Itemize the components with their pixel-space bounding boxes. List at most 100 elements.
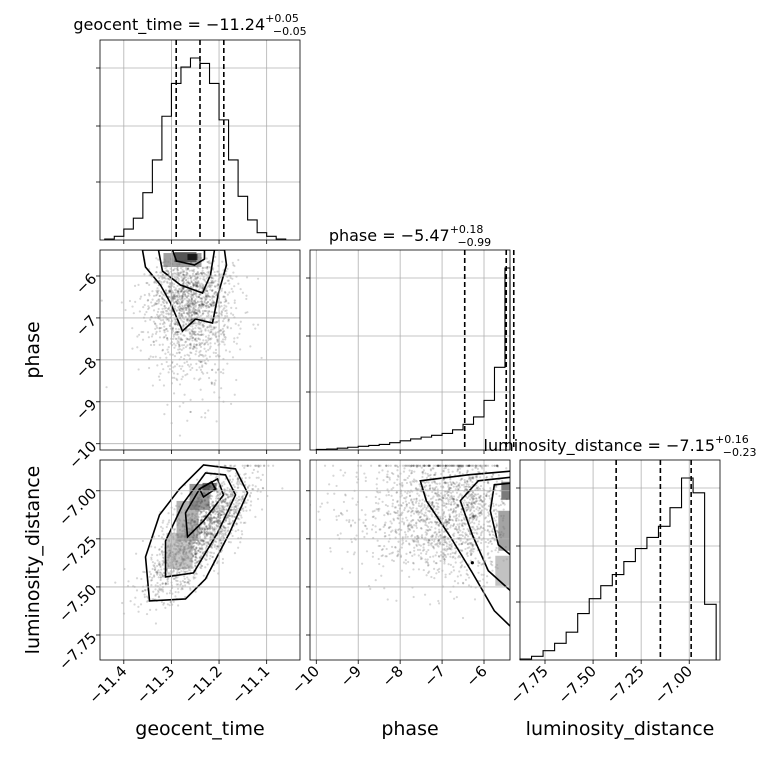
scatter-point (465, 510, 468, 513)
scatter-point (433, 487, 437, 490)
scatter-point (172, 268, 175, 272)
scatter-point (378, 528, 381, 531)
scatter-point (444, 464, 448, 467)
scatter-point (200, 286, 204, 289)
scatter-point (201, 301, 204, 304)
scatter-point (181, 288, 184, 291)
scatter-point (200, 304, 204, 307)
scatter-point (194, 313, 197, 316)
scatter-point (203, 531, 206, 534)
scatter-point (190, 318, 193, 322)
scatter-point (210, 545, 213, 548)
scatter-point (202, 333, 205, 336)
scatter-point (220, 312, 223, 316)
scatter-point (182, 320, 186, 324)
scatter-point (192, 290, 196, 293)
scatter-point (210, 279, 213, 282)
scatter-point (495, 515, 498, 518)
scatter-point (175, 300, 178, 304)
scatter-point (434, 561, 437, 565)
scatter-point (456, 470, 459, 473)
scatter-point (344, 494, 347, 497)
scatter-point (174, 344, 177, 347)
scatter-point (425, 550, 428, 553)
scatter-point (455, 503, 458, 506)
scatter-point (481, 500, 484, 503)
scatter-point (151, 567, 154, 571)
scatter-point (207, 532, 211, 536)
scatter-point (183, 577, 186, 580)
scatter-point (396, 509, 399, 513)
scatter-point (236, 336, 239, 339)
scatter-point (211, 534, 214, 537)
scatter-point (188, 328, 191, 331)
scatter-point (188, 289, 191, 293)
scatter-point (484, 540, 487, 544)
scatter-point (195, 285, 198, 288)
scatter-point (471, 511, 474, 515)
scatter-point (346, 550, 349, 553)
scatter-point (193, 553, 197, 556)
scatter-point (241, 494, 244, 497)
scatter-point (183, 306, 186, 309)
scatter-point (427, 521, 431, 524)
scatter-point (208, 285, 211, 288)
scatter-point (443, 493, 447, 496)
scatter-point (187, 581, 190, 584)
scatter-point (180, 301, 183, 304)
scatter-point (228, 490, 231, 493)
scatter-point (191, 308, 194, 311)
scatter-point (189, 310, 192, 314)
scatter-point (463, 565, 466, 569)
scatter-point (448, 515, 452, 519)
scatter-point (214, 255, 217, 259)
scatter-point (489, 525, 492, 528)
scatter-point (197, 306, 201, 309)
scatter-point (246, 311, 249, 314)
scatter-point (183, 581, 186, 584)
scatter-point (457, 531, 460, 534)
scatter-point (208, 324, 211, 327)
scatter-point (143, 593, 146, 596)
scatter-point (417, 536, 420, 539)
scatter-point (178, 343, 181, 346)
scatter-point (206, 267, 209, 270)
scatter-point (184, 294, 187, 297)
scatter-point (221, 532, 225, 535)
scatter-point (156, 570, 159, 573)
scatter-point (202, 509, 205, 512)
scatter-point (479, 484, 483, 488)
scatter-point (472, 495, 475, 498)
scatter-point (180, 314, 183, 317)
scatter-point (272, 464, 275, 467)
scatter-point (226, 502, 229, 505)
scatter-point (193, 300, 196, 303)
scatter-point (409, 551, 412, 554)
scatter-point (194, 556, 197, 559)
scatter-point (189, 344, 193, 347)
scatter-point (196, 312, 199, 315)
scatter-point (200, 302, 203, 306)
scatter-point (342, 500, 346, 504)
scatter-point (470, 543, 474, 546)
scatter-point (413, 524, 416, 527)
scatter-point (424, 558, 427, 561)
scatter-point (182, 325, 185, 328)
scatter-point (200, 538, 203, 542)
scatter-point (465, 540, 468, 543)
scatter-point (450, 464, 453, 467)
scatter-point (221, 331, 225, 335)
scatter-point (210, 518, 213, 521)
scatter-point (189, 398, 192, 401)
scatter-point (181, 270, 184, 274)
scatter-point (429, 520, 432, 524)
scatter-point (461, 549, 464, 552)
scatter-point (411, 554, 414, 557)
scatter-point (386, 488, 389, 491)
scatter-point (380, 574, 383, 577)
scatter-point (139, 297, 142, 300)
scatter-point (245, 294, 248, 297)
scatter-point (391, 529, 394, 532)
plot-layer: −10−9−8−7−6−11.4 −11.3 −11.2 −11.1−7.75−7.5… (55, 39, 721, 707)
scatter-point (200, 526, 203, 529)
